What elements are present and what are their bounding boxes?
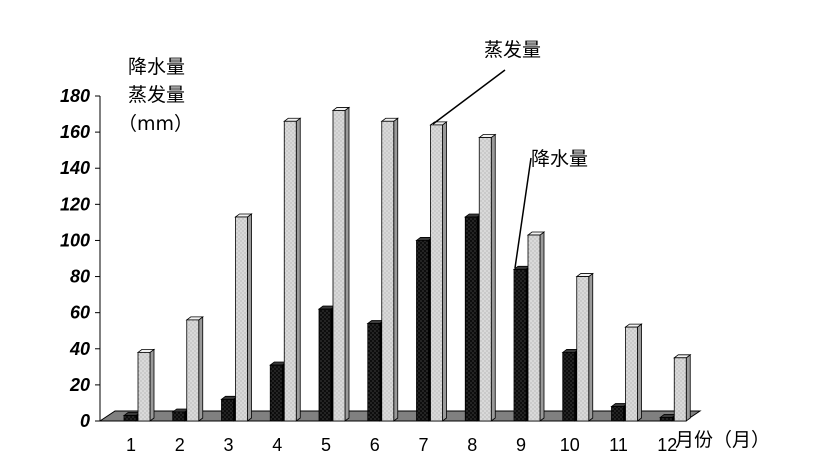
- evaporation-bar: [185, 316, 204, 422]
- y-tick-group: 0 20 40 60 80 100 120 140 160 180: [60, 86, 100, 431]
- precipitation-bar: [610, 402, 629, 422]
- evaporation-bar: [478, 133, 497, 422]
- evaporation-bar: [283, 117, 302, 422]
- y-tick-label: 0: [80, 411, 90, 431]
- y-axis-label-line-3: （mm）: [118, 113, 193, 135]
- x-tick-label: 8: [467, 435, 477, 455]
- evaporation-bar: [673, 354, 692, 422]
- x-tick-label: 10: [560, 435, 580, 455]
- x-tick-label: 11: [609, 435, 628, 455]
- x-tick-label: 4: [272, 435, 282, 455]
- precipitation-bar: [659, 413, 678, 422]
- x-tick-group: 1 2 3 4 5 6 7 8 9 10 11 12: [126, 435, 677, 455]
- evaporation-bar: [380, 117, 399, 422]
- annotation-evaporation-leader: [432, 69, 506, 125]
- evaporation-bar: [624, 323, 643, 422]
- annotation-precipitation: 降水量: [531, 148, 588, 170]
- evaporation-bar: [526, 231, 546, 422]
- y-tick-label: 160: [60, 122, 90, 142]
- y-tick-label: 120: [60, 194, 90, 214]
- x-tick-label: 6: [370, 435, 380, 455]
- evaporation-bar: [575, 272, 594, 422]
- y-tick-label: 100: [60, 230, 90, 250]
- x-axis-label: 月份（月）: [675, 429, 770, 451]
- precipitation-bar: [561, 348, 580, 422]
- annotation-evaporation: 蒸发量: [484, 39, 541, 61]
- x-tick-label: 5: [321, 435, 331, 455]
- annotation-precipitation-leader: [514, 157, 532, 269]
- y-tick-label: 20: [69, 375, 90, 395]
- precipitation-bar: [512, 265, 532, 422]
- bar-group: [122, 106, 692, 422]
- evaporation-bar: [234, 213, 253, 422]
- x-tick-label: 12: [657, 435, 677, 455]
- evaporation-bar: [331, 106, 351, 422]
- evaporation-bar: [429, 121, 448, 422]
- x-tick-label: 9: [516, 435, 526, 455]
- y-axis-label-line-2: 蒸发量: [128, 84, 185, 106]
- y-tick-label: 40: [69, 339, 90, 359]
- x-tick-label: 7: [418, 435, 428, 455]
- y-tick-label: 80: [70, 267, 90, 287]
- x-tick-label: 3: [223, 435, 233, 455]
- evaporation-bar: [136, 348, 156, 422]
- y-tick-label: 60: [70, 303, 90, 323]
- x-tick-label: 2: [175, 435, 185, 455]
- y-tick-label: 180: [60, 86, 90, 106]
- y-axis-label-line-1: 降水量: [128, 56, 185, 78]
- x-tick-label: 1: [126, 435, 136, 455]
- y-tick-label: 140: [60, 158, 90, 178]
